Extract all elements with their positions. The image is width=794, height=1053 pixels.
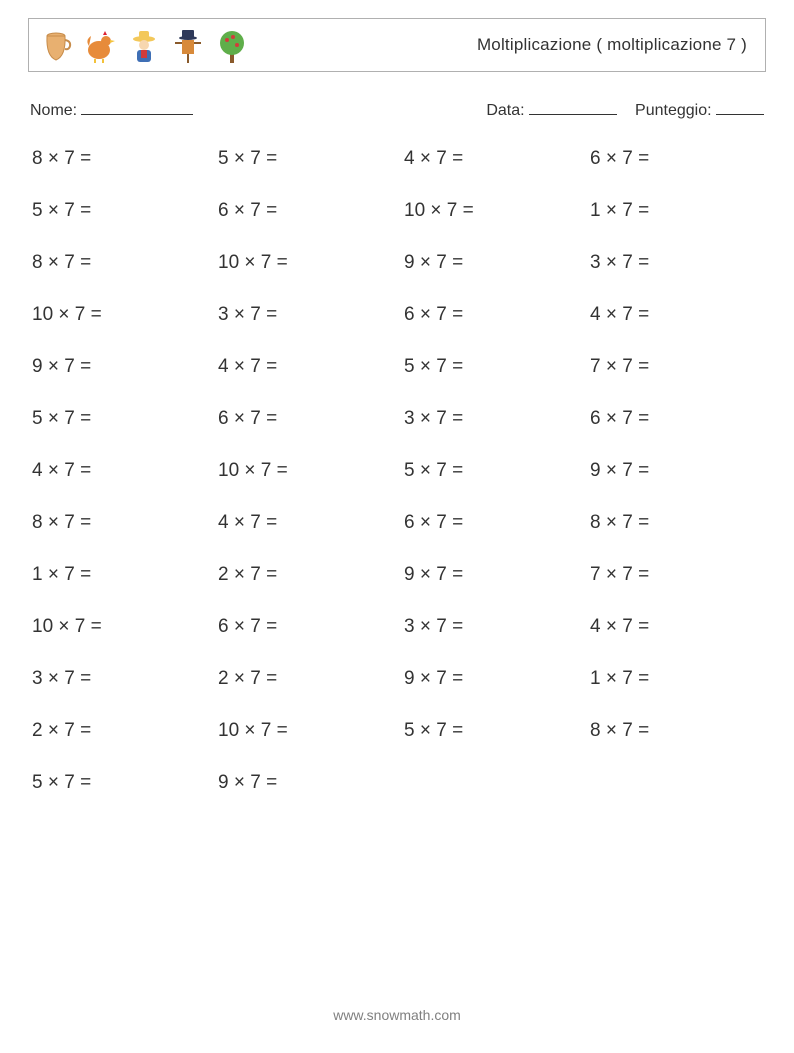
problem-cell: 2 × 7 = (32, 720, 208, 742)
problem-cell (404, 772, 580, 794)
header-box: Moltiplicazione ( moltiplicazione 7 ) (28, 18, 766, 72)
problem-cell: 8 × 7 = (590, 720, 766, 742)
problem-cell: 6 × 7 = (590, 408, 766, 430)
problem-cell: 10 × 7 = (32, 304, 208, 326)
problem-cell: 7 × 7 = (590, 356, 766, 378)
score-label: Punteggio: (635, 102, 712, 119)
problem-cell: 6 × 7 = (404, 512, 580, 534)
problem-cell: 5 × 7 = (404, 720, 580, 742)
problem-cell: 1 × 7 = (590, 200, 766, 222)
date-blank[interactable] (529, 98, 617, 115)
problem-cell: 1 × 7 = (32, 564, 208, 586)
problem-cell (590, 772, 766, 794)
problem-cell: 8 × 7 = (32, 148, 208, 170)
problem-cell: 10 × 7 = (218, 252, 394, 274)
header-icons-row (39, 26, 249, 64)
worksheet-title: Moltiplicazione ( moltiplicazione 7 ) (477, 35, 753, 55)
problem-cell: 9 × 7 = (404, 252, 580, 274)
problem-cell: 4 × 7 = (32, 460, 208, 482)
problem-cell: 9 × 7 = (404, 668, 580, 690)
date-label: Data: (486, 102, 524, 119)
problem-cell: 10 × 7 = (218, 720, 394, 742)
problem-cell: 4 × 7 = (404, 148, 580, 170)
problem-cell: 5 × 7 = (32, 772, 208, 794)
meta-row: Nome: Data: Punteggio: (28, 98, 766, 120)
name-label: Nome: (30, 102, 77, 120)
problem-cell: 6 × 7 = (218, 408, 394, 430)
problem-cell: 7 × 7 = (590, 564, 766, 586)
meta-score: Punteggio: (635, 98, 764, 120)
score-blank[interactable] (716, 98, 764, 115)
problem-cell: 1 × 7 = (590, 668, 766, 690)
problem-cell: 5 × 7 = (32, 408, 208, 430)
problem-cell: 5 × 7 = (404, 460, 580, 482)
problem-cell: 9 × 7 = (404, 564, 580, 586)
problem-cell: 2 × 7 = (218, 668, 394, 690)
problem-cell: 6 × 7 = (590, 148, 766, 170)
meta-date: Data: (486, 98, 617, 120)
problem-cell: 5 × 7 = (32, 200, 208, 222)
problem-cell: 4 × 7 = (218, 512, 394, 534)
problem-cell: 3 × 7 = (404, 408, 580, 430)
problem-cell: 3 × 7 = (218, 304, 394, 326)
chicken-icon (83, 26, 117, 64)
problem-cell: 4 × 7 = (590, 304, 766, 326)
farmer-icon (127, 26, 161, 64)
problem-cell: 8 × 7 = (32, 512, 208, 534)
problem-cell: 8 × 7 = (590, 512, 766, 534)
problem-cell: 9 × 7 = (218, 772, 394, 794)
tree-icon (215, 26, 249, 64)
problem-cell: 10 × 7 = (218, 460, 394, 482)
pot-icon (39, 26, 73, 64)
name-blank[interactable] (81, 98, 193, 115)
problem-cell: 4 × 7 = (218, 356, 394, 378)
problem-cell: 6 × 7 = (218, 200, 394, 222)
problem-cell: 9 × 7 = (590, 460, 766, 482)
problem-cell: 9 × 7 = (32, 356, 208, 378)
problem-cell: 5 × 7 = (218, 148, 394, 170)
problem-cell: 2 × 7 = (218, 564, 394, 586)
problems-grid: 8 × 7 = 5 × 7 = 4 × 7 = 6 × 7 = 5 × 7 = 6 × 7… (28, 148, 766, 794)
worksheet-page: Moltiplicazione ( moltiplicazione 7 ) No… (0, 0, 794, 1053)
problem-cell: 8 × 7 = (32, 252, 208, 274)
scarecrow-icon (171, 26, 205, 64)
problem-cell: 4 × 7 = (590, 616, 766, 638)
meta-name: Nome: (30, 98, 193, 120)
problem-cell: 6 × 7 = (218, 616, 394, 638)
problem-cell: 5 × 7 = (404, 356, 580, 378)
problem-cell: 10 × 7 = (404, 200, 580, 222)
problem-cell: 3 × 7 = (404, 616, 580, 638)
problem-cell: 6 × 7 = (404, 304, 580, 326)
problem-cell: 10 × 7 = (32, 616, 208, 638)
problem-cell: 3 × 7 = (590, 252, 766, 274)
footer-text: www.snowmath.com (0, 1007, 794, 1023)
problem-cell: 3 × 7 = (32, 668, 208, 690)
